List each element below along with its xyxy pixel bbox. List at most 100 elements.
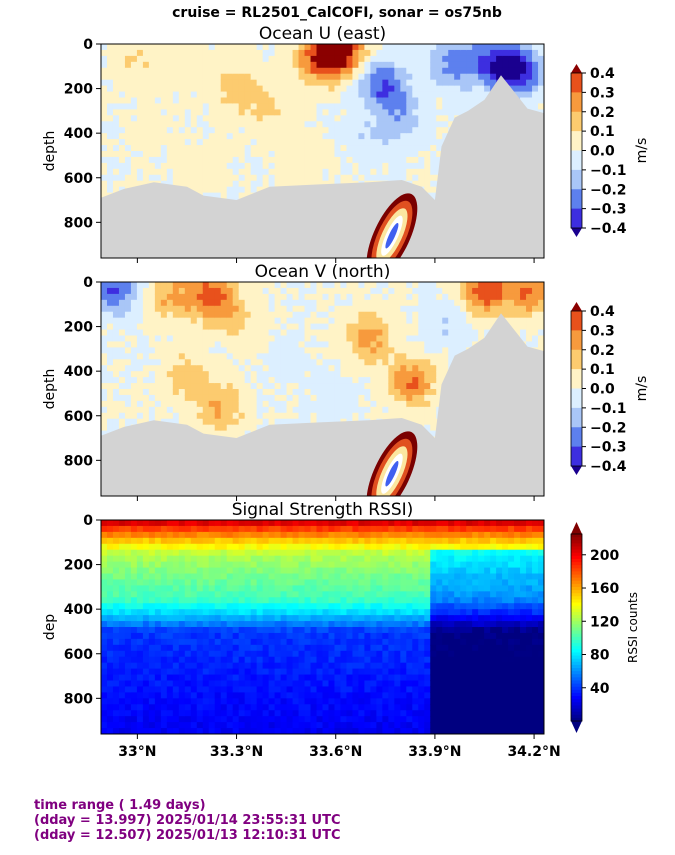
heatmap-cell (412, 73, 419, 81)
heatmap-cell (262, 329, 270, 337)
heatmap-cell (106, 383, 114, 390)
heatmap-cell (101, 347, 108, 354)
heatmap-cell (292, 353, 300, 360)
heatmap-cell (424, 335, 431, 343)
heatmap-cell (250, 412, 258, 420)
heatmap-cell (166, 121, 174, 128)
heatmap-cell (340, 103, 348, 110)
heatmap-cell (202, 109, 210, 116)
heatmap-cell (142, 389, 150, 396)
heatmap-cell (274, 156, 282, 164)
heatmap-cell (304, 371, 312, 378)
heatmap-cell (382, 365, 389, 372)
heatmap-cell (172, 79, 180, 87)
heatmap-cell (316, 115, 324, 122)
heatmap-cell (136, 162, 144, 170)
heatmap-cell (478, 293, 485, 301)
heatmap-cell (274, 55, 282, 63)
heatmap-cell (334, 406, 342, 414)
heatmap-cell (118, 323, 126, 331)
heatmap-cell (316, 127, 324, 134)
heatmap-cell (214, 299, 222, 307)
heatmap-cell (280, 293, 288, 301)
heatmap-cell (178, 329, 186, 337)
heatmap-cell (232, 109, 240, 116)
heatmap-cell (274, 85, 282, 93)
heatmap-cell (196, 151, 204, 158)
heatmap-cell (466, 293, 473, 301)
heatmap-cell (322, 103, 330, 110)
heatmap-cell (328, 412, 336, 420)
heatmap-cell (268, 151, 276, 158)
heatmap-cell (412, 61, 419, 69)
heatmap-cell (244, 383, 252, 390)
heatmap-cell (340, 115, 348, 122)
heatmap-cell (310, 412, 318, 420)
heatmap-cell (214, 287, 222, 295)
heatmap-cell (358, 353, 366, 360)
heatmap-cell (298, 85, 306, 93)
heatmap-cell (364, 359, 371, 366)
heatmap-cell (478, 44, 485, 51)
heatmap-cell (382, 55, 389, 63)
heatmap-cell (160, 73, 168, 81)
heatmap-cell (328, 317, 336, 325)
plot-frame (100, 43, 545, 259)
heatmap-cell (136, 180, 144, 188)
heatmap-cell (412, 156, 419, 164)
heatmap-cell (214, 139, 222, 146)
heatmap-cell (101, 151, 108, 158)
heatmap-cell (292, 299, 300, 307)
heatmap-cell (304, 91, 312, 99)
heatmap-cell (208, 133, 216, 140)
heatmap-cell (232, 115, 240, 122)
heatmap-cell (334, 383, 342, 390)
heatmap-cell (340, 412, 348, 420)
heatmap-cell (244, 44, 252, 51)
heatmap-cell (376, 44, 383, 51)
heatmap-cell (298, 168, 306, 176)
heatmap-cell (358, 323, 366, 331)
heatmap-cell (142, 305, 150, 313)
heatmap-cell (118, 365, 126, 372)
heatmap-cell (196, 156, 204, 164)
heatmap-cell (268, 341, 276, 348)
heatmap-cell (184, 162, 192, 170)
heatmap-cell (238, 85, 246, 93)
heatmap-cell (256, 341, 264, 348)
heatmap-cell (352, 139, 360, 146)
heatmap-cell (148, 406, 156, 414)
heatmap-cell (424, 180, 431, 188)
heatmap-cell (430, 156, 437, 164)
heatmap-cell (328, 365, 336, 372)
heatmap-cell (298, 115, 306, 122)
heatmap-cell (160, 121, 168, 128)
heatmap-cell (430, 97, 437, 105)
heatmap-cell (268, 49, 276, 57)
heatmap-cell (280, 49, 288, 57)
heatmap-cell (394, 335, 401, 343)
heatmap-cell (412, 109, 419, 116)
heatmap-cell (226, 61, 234, 69)
heatmap-cell (322, 85, 330, 93)
heatmap-cell (130, 293, 138, 301)
heatmap-cell (190, 115, 198, 122)
heatmap-cell (472, 49, 479, 57)
heatmap-cell (220, 109, 228, 116)
heatmap-cell (328, 287, 336, 295)
heatmap-cell (178, 55, 186, 63)
heatmap-cell (286, 174, 294, 182)
heatmap-cell (298, 394, 306, 402)
heatmap-cell (382, 79, 389, 87)
heatmap-cell (214, 180, 222, 188)
heatmap-cell (220, 85, 228, 93)
heatmap-cell (304, 145, 312, 152)
heatmap-cell (172, 377, 180, 384)
figure-suptitle: cruise = RL2501_CalCOFI, sonar = os75nb (172, 5, 502, 21)
heatmap-cell (292, 400, 300, 408)
heatmap-cell (418, 145, 425, 152)
heatmap-cell (148, 282, 156, 289)
heatmap-cell (172, 389, 180, 396)
heatmap-cell (101, 61, 108, 69)
heatmap-cell (406, 359, 413, 366)
